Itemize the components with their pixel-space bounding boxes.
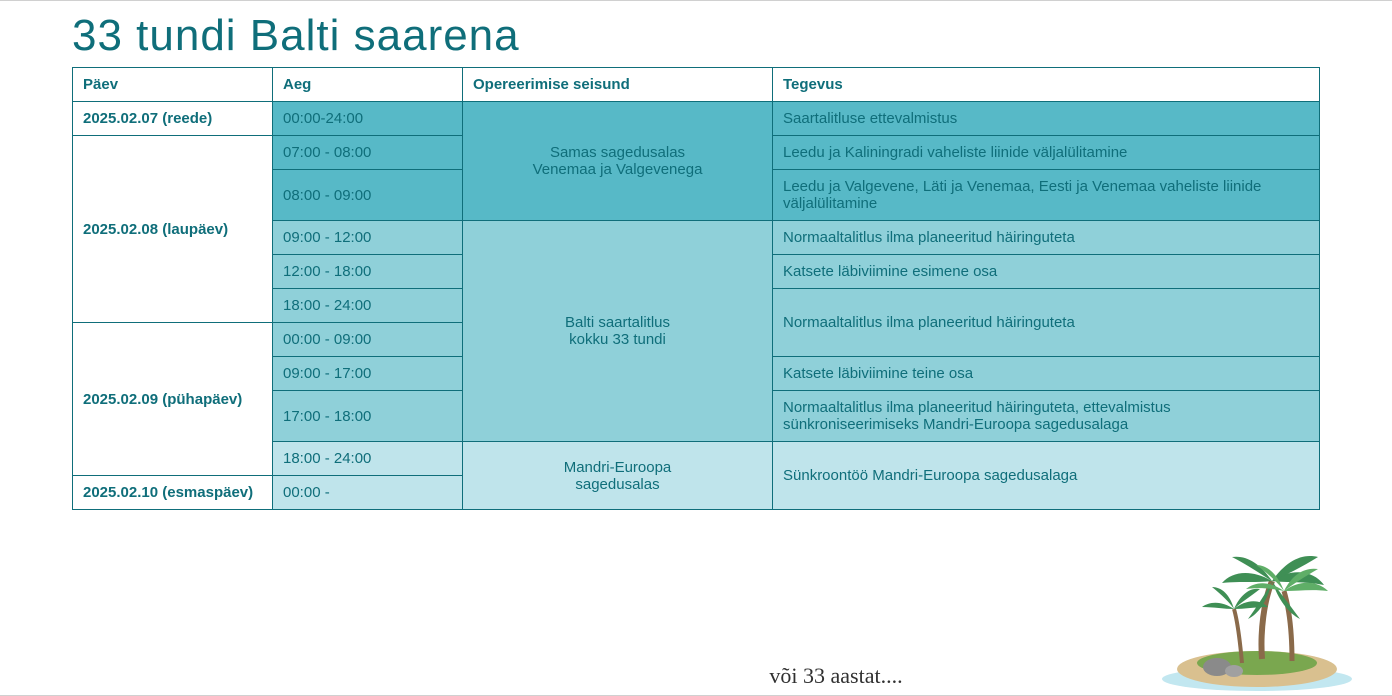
col-time: Aeg	[273, 68, 463, 102]
state-line: Venemaa ja Valgevenega	[473, 161, 762, 178]
state-line: sagedusalas	[473, 476, 762, 493]
cell-state-3: Mandri-Euroopa sagedusalas	[463, 442, 773, 510]
state-line: kokku 33 tundi	[473, 331, 762, 348]
cell-time: 00:00 - 09:00	[273, 323, 463, 357]
page-title: 33 tundi Balti saarena	[72, 11, 1320, 61]
table-row: 2025.02.07 (reede) 00:00-24:00 Samas sag…	[73, 102, 1320, 136]
cell-activity: Normaaltalitlus ilma planeeritud häiring…	[773, 289, 1320, 357]
cell-time: 00:00-24:00	[273, 102, 463, 136]
cell-time: 17:00 - 18:00	[273, 391, 463, 442]
state-line: Samas sagedusalas	[473, 144, 762, 161]
cell-state-1: Samas sagedusalas Venemaa ja Valgevenega	[463, 102, 773, 221]
cell-day: 2025.02.08 (laupäev)	[73, 136, 273, 323]
cell-activity: Saartalitluse ettevalmistus	[773, 102, 1320, 136]
cell-time: 09:00 - 17:00	[273, 357, 463, 391]
cell-time: 18:00 - 24:00	[273, 289, 463, 323]
cell-day: 2025.02.07 (reede)	[73, 102, 273, 136]
cell-time: 12:00 - 18:00	[273, 255, 463, 289]
col-state: Opereerimise seisund	[463, 68, 773, 102]
cell-time: 09:00 - 12:00	[273, 221, 463, 255]
col-activity: Tegevus	[773, 68, 1320, 102]
cell-activity: Normaaltalitlus ilma planeeritud häiring…	[773, 221, 1320, 255]
cell-time: 18:00 - 24:00	[273, 442, 463, 476]
footnote-caption: või 33 aastat....	[0, 663, 1392, 689]
cell-day: 2025.02.09 (pühapäev)	[73, 323, 273, 476]
cell-time: 00:00 -	[273, 476, 463, 510]
cell-activity: Katsete läbiviimine esimene osa	[773, 255, 1320, 289]
cell-activity: Sünkroontöö Mandri-Euroopa sagedusalaga	[773, 442, 1320, 510]
cell-activity: Leedu ja Kaliningradi vaheliste liinide …	[773, 136, 1320, 170]
state-line: Balti saartalitlus	[473, 314, 762, 331]
cell-activity: Normaaltalitlus ilma planeeritud häiring…	[773, 391, 1320, 442]
cell-activity: Katsete läbiviimine teine osa	[773, 357, 1320, 391]
cell-state-2: Balti saartalitlus kokku 33 tundi	[463, 221, 773, 442]
state-line: Mandri-Euroopa	[473, 459, 762, 476]
table-header-row: Päev Aeg Opereerimise seisund Tegevus	[73, 68, 1320, 102]
cell-activity: Leedu ja Valgevene, Läti ja Venemaa, Ees…	[773, 170, 1320, 221]
cell-time: 08:00 - 09:00	[273, 170, 463, 221]
cell-day: 2025.02.10 (esmaspäev)	[73, 476, 273, 510]
schedule-table: Päev Aeg Opereerimise seisund Tegevus 20…	[72, 67, 1320, 510]
cell-time: 07:00 - 08:00	[273, 136, 463, 170]
col-day: Päev	[73, 68, 273, 102]
